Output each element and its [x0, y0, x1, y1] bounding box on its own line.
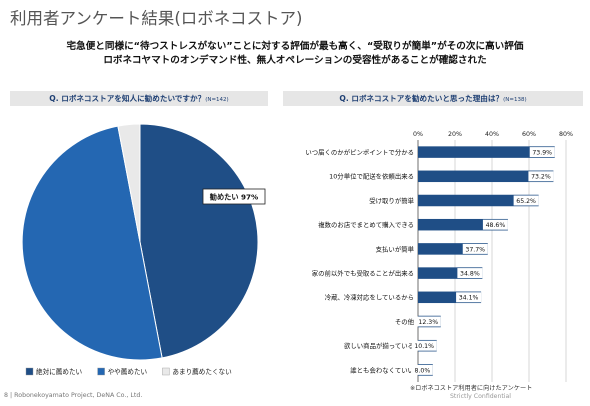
pie-callout-box [202, 188, 266, 205]
bar-5 [418, 243, 488, 255]
bar-value-bg-9 [411, 340, 437, 351]
lead-text-line-2: ロボネコヤマトのオンデマンド性、無人オペレーションの受容性があることが確認された [103, 55, 487, 66]
bar-category-label-10: 誰とも会わなくていい [350, 365, 414, 374]
pie-chart-title: Q. ロボネコストアを知人に勧めたいですか？ [49, 94, 206, 103]
pie-slice-1 [139, 123, 259, 359]
pie-chart-n: (N=142) [205, 97, 229, 103]
pie-chart-header: Q. ロボネコストアを知人に勧めたいですか？(N=142) [10, 91, 268, 106]
bar-value-label-9: 10.1% [414, 343, 434, 350]
bar-category-label-7: 冷蔵、冷凍対応をしているから [325, 293, 414, 302]
pie-legend-swatch-1 [25, 367, 34, 376]
pie-slice-2 [21, 125, 163, 361]
bar-7 [418, 291, 482, 304]
bar-value-label-4: 48.6% [486, 222, 506, 229]
bar-value-label-2: 73.2% [531, 174, 551, 181]
bar-category-label-9: 欲しい商品が揃っている [344, 341, 414, 350]
bar-category-label-4: 複数のお店でまとめて購入できる [318, 220, 414, 229]
bar-xtick-label-1: 0% [413, 131, 423, 138]
bar-category-label-1: いつ届くのかがピンポイントで分かる [305, 148, 414, 157]
bar-6 [418, 267, 483, 279]
bar-2 [418, 170, 554, 183]
bar-value-label-10: 8.0% [415, 367, 431, 374]
bar-chart-header: Q. ロボネコストアを勧めたいと思った理由は？(N=138) [283, 91, 583, 106]
pie-legend-swatch-2 [97, 367, 105, 376]
bar-category-label-3: 受け取りが簡単 [369, 196, 414, 205]
pie-legend-label-2: やや薦めたい [108, 367, 148, 376]
bar-value-bg-2 [528, 171, 554, 182]
bar-value-bg-3 [513, 195, 539, 206]
bar-1 [418, 146, 555, 158]
bar-category-label-2: 10分単位で配送を依頼出来る [329, 172, 414, 181]
footer-confidential: Strictly Confidential [450, 393, 512, 400]
bar-xtick-label-5: 80% [559, 131, 573, 138]
bar-value-bg-1 [529, 147, 555, 158]
bar-chart-n: (N=138) [503, 97, 527, 103]
bar-value-bg-7 [456, 292, 482, 303]
bar-value-label-8: 12.3% [418, 319, 438, 326]
bar-xtick-label-3: 40% [485, 131, 499, 138]
bar-value-label-3: 65.2% [516, 198, 536, 205]
bar-value-label-1: 73.9% [532, 150, 552, 157]
pie-legend-label-3: あまり薦めたくない [172, 367, 232, 376]
bar-value-bg-5 [462, 243, 488, 254]
footer-copyright: 8 | Robonekoyamato Project, DeNA Co., Lt… [4, 392, 143, 399]
bar-value-bg-10 [412, 364, 433, 375]
bar-chart-title: Q. ロボネコストアを勧めたいと思った理由は？ [339, 94, 504, 103]
bar-xtick-label-4: 60% [522, 131, 536, 138]
pie-callout-label: 勧めたい 97% [209, 193, 258, 202]
bar-4 [418, 218, 508, 231]
bar-3 [418, 194, 539, 207]
bar-value-bg-8 [415, 316, 441, 327]
lead-text-line-1: 宅急便と同様に“待つストレスがない”ことに対する評価が最も高く、“受取りが簡単”… [66, 41, 524, 52]
bar-category-label-6: 家の前以外でも受取ることが出来る [312, 269, 414, 278]
bar-value-bg-4 [482, 219, 508, 230]
footer-note: ※ロボネコストア利用者に向けたアンケート [410, 385, 533, 392]
bar-value-label-6: 34.8% [460, 271, 480, 278]
bar-value-bg-6 [457, 268, 483, 279]
page-title: 利用者アンケート結果(ロボネコストア) [10, 9, 303, 28]
bar-xtick-label-2: 20% [448, 131, 462, 138]
bar-category-label-5: 支払いが簡単 [376, 244, 415, 253]
pie-legend-label-1: 絶対に薦めたい [36, 367, 83, 376]
bar-value-label-5: 37.7% [465, 246, 485, 253]
bar-category-label-8: その他 [395, 317, 415, 326]
bar-value-label-7: 34.1% [459, 295, 479, 302]
pie-slice-3 [117, 123, 141, 243]
pie-legend-swatch-3 [162, 367, 170, 376]
